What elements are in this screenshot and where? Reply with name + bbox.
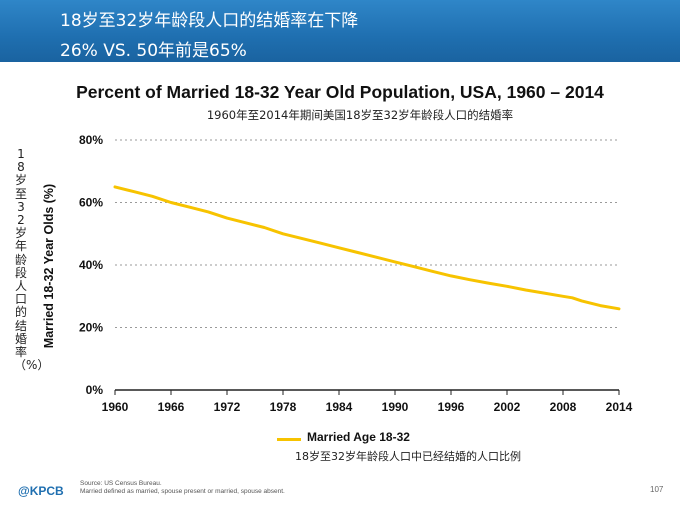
x-tick-labels: 1960 1966 1972 1978 1984 1990 1996 2002 2008 2014	[102, 390, 633, 414]
x-tick-label: 1984	[326, 400, 353, 414]
series-line-married-18-32	[113, 185, 621, 311]
y-tick-label: 60%	[79, 196, 103, 210]
source-note: Source: US Census Bureau. Married define…	[80, 480, 285, 496]
legend-swatch	[277, 438, 301, 441]
grid-lines	[115, 139, 619, 328]
page-number: 107	[650, 485, 664, 494]
header-subtitle: 26% VS. 50年前是65%	[60, 41, 247, 61]
header-title: 18岁至32岁年龄段人口的结婚率在下降	[60, 11, 359, 31]
chart-title: Percent of Married 18-32 Year Old Popula…	[76, 82, 604, 102]
x-tick-label: 1960	[102, 400, 129, 414]
y-tick-labels: 0% 20% 40% 60% 80%	[79, 133, 103, 397]
x-tick-label: 2002	[494, 400, 521, 414]
x-tick-label: 1996	[438, 400, 465, 414]
y-tick-label: 80%	[79, 133, 103, 147]
legend-label-cn: 18岁至32岁年龄段人口中已经结婚的人口比例	[295, 450, 521, 463]
header-banner: 18岁至32岁年龄段人口的结婚率在下降 26% VS. 50年前是65%	[0, 0, 680, 62]
y-tick-label: 0%	[86, 383, 104, 397]
legend-label: Married Age 18-32	[307, 430, 410, 444]
x-tick-label: 2008	[550, 400, 577, 414]
x-tick-label: 1978	[270, 400, 297, 414]
x-tick-label: 1972	[214, 400, 241, 414]
x-tick-label: 1990	[382, 400, 409, 414]
x-tick-label: 1966	[158, 400, 185, 414]
y-axis-label-cn: 18岁至32岁年龄段人口的结婚率（%）	[14, 147, 50, 373]
chart-subtitle: 1960年至2014年期间美国18岁至32岁年龄段人口的结婚率	[206, 108, 514, 122]
y-tick-label: 20%	[79, 321, 103, 335]
y-tick-label: 40%	[79, 258, 103, 272]
source-line-2: Married defined as married, spouse prese…	[80, 488, 285, 495]
kpcb-logo: @KPCB	[18, 484, 64, 498]
source-line-1: Source: US Census Bureau.	[80, 480, 162, 487]
x-tick-label: 2014	[606, 400, 633, 414]
series-group	[113, 185, 621, 311]
